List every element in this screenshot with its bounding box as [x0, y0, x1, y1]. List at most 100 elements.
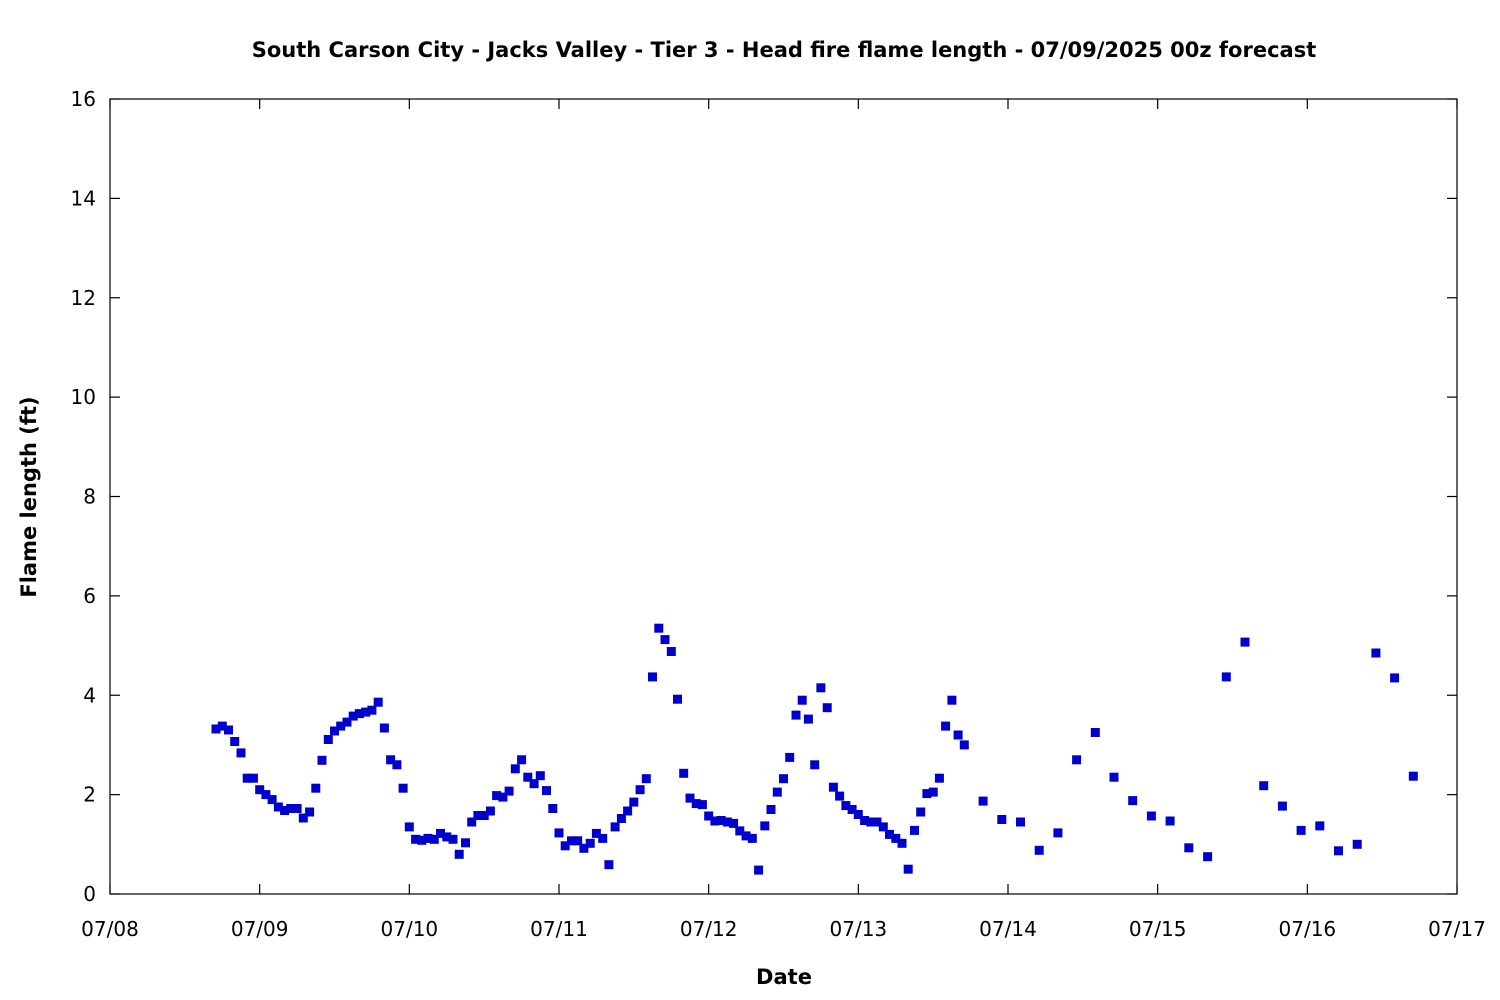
chart-title: South Carson City - Jacks Valley - Tier …	[252, 38, 1317, 62]
data-point	[248, 773, 258, 783]
data-point	[255, 785, 265, 795]
data-point	[1390, 673, 1400, 683]
data-point	[585, 838, 595, 848]
data-point	[1277, 801, 1287, 811]
data-point	[735, 826, 745, 836]
data-point	[629, 797, 639, 807]
x-tick-label: 07/10	[381, 917, 439, 941]
data-point	[623, 806, 633, 816]
data-point	[891, 833, 901, 843]
data-point	[947, 695, 957, 705]
data-point	[523, 772, 533, 782]
data-points	[211, 623, 1418, 875]
data-point	[1184, 843, 1194, 853]
data-point	[766, 805, 776, 814]
data-point	[1203, 852, 1213, 862]
data-point	[810, 760, 820, 770]
x-tick-label: 07/16	[1279, 917, 1337, 941]
data-point	[1146, 811, 1156, 821]
data-point	[379, 723, 389, 733]
data-point	[461, 838, 470, 848]
data-point	[1221, 672, 1231, 682]
data-point	[348, 711, 358, 721]
x-tick-label: 07/13	[830, 917, 888, 941]
data-point	[885, 829, 894, 839]
data-point	[754, 865, 764, 875]
data-point	[816, 683, 826, 693]
data-point	[654, 623, 664, 633]
data-point	[1165, 816, 1175, 826]
y-tick-labels: 0 2 4 6 8 10 12 14 16	[71, 87, 96, 906]
data-point	[928, 787, 938, 797]
data-point	[729, 818, 739, 828]
data-point	[648, 672, 657, 682]
data-point	[953, 730, 963, 740]
data-point	[317, 755, 327, 765]
data-point	[305, 807, 315, 817]
data-point	[841, 801, 851, 811]
data-point	[1352, 839, 1362, 849]
x-tick-label: 07/14	[979, 917, 1037, 941]
axis-ticks	[109, 98, 1458, 895]
x-tick-label: 07/17	[1428, 917, 1486, 941]
data-point	[978, 796, 988, 806]
data-point	[760, 821, 770, 831]
data-point	[673, 694, 682, 704]
data-point	[822, 703, 832, 713]
y-tick-label: 0	[83, 882, 96, 906]
data-point	[853, 810, 863, 819]
x-tick-label: 07/12	[680, 917, 738, 941]
data-point	[1034, 845, 1044, 855]
y-axis-label: Flame length (ft)	[17, 396, 41, 597]
data-point	[217, 721, 227, 731]
data-point	[741, 831, 751, 841]
data-point	[423, 833, 433, 843]
data-point	[660, 635, 670, 645]
data-point	[498, 792, 508, 802]
data-point	[635, 785, 645, 795]
data-point	[567, 836, 576, 846]
data-point	[934, 773, 944, 783]
data-point	[517, 755, 527, 765]
data-point	[910, 825, 919, 835]
data-point	[286, 804, 296, 813]
data-point	[598, 833, 608, 843]
x-tick-label: 07/08	[81, 917, 139, 941]
data-point	[404, 822, 414, 832]
data-point	[560, 841, 570, 851]
data-point	[224, 725, 233, 735]
data-point	[716, 816, 726, 825]
data-point	[1315, 821, 1325, 831]
data-point	[747, 833, 757, 843]
data-point	[897, 838, 907, 848]
data-point	[230, 737, 240, 746]
data-point	[367, 705, 377, 715]
data-point	[1053, 828, 1063, 838]
data-point	[1090, 728, 1100, 737]
data-point	[866, 817, 876, 827]
data-point	[298, 813, 308, 823]
data-point	[342, 717, 352, 727]
data-point	[267, 795, 277, 805]
data-point	[554, 828, 564, 838]
y-tick-label: 2	[83, 783, 96, 807]
data-point	[242, 773, 252, 783]
data-point	[922, 789, 932, 799]
data-point	[1109, 772, 1119, 782]
data-point	[803, 714, 813, 724]
data-point	[941, 721, 951, 731]
data-point	[872, 817, 882, 827]
data-point	[211, 724, 221, 734]
x-axis-label: Date	[756, 965, 812, 989]
data-point	[529, 779, 539, 789]
data-point	[442, 832, 452, 842]
data-point	[579, 843, 589, 853]
y-tick-label: 16	[71, 87, 96, 111]
data-point	[336, 721, 346, 731]
data-point	[616, 814, 626, 823]
data-point	[704, 811, 714, 821]
data-point	[797, 695, 807, 705]
x-tick-label: 07/09	[231, 917, 289, 941]
data-point	[878, 822, 888, 832]
data-point	[504, 786, 514, 796]
